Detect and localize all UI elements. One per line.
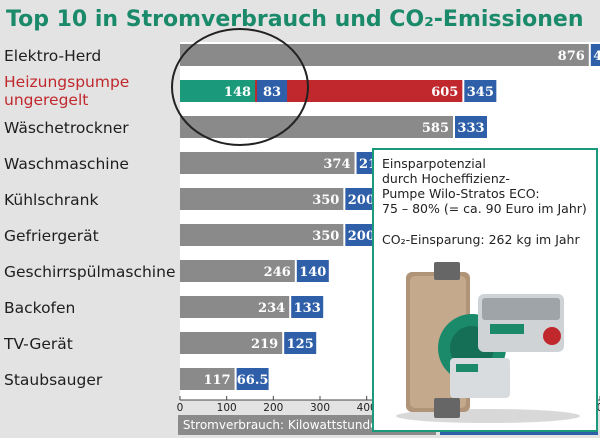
category-label: Kühlschrank [4, 191, 98, 209]
category-label: TV-Gerät [3, 335, 73, 353]
savings-info-box: Einsparpotenzial durch Hocheffizienz- Pu… [372, 148, 598, 432]
co2-value-label: 200 [348, 229, 375, 244]
co2-value-label: 140 [299, 265, 326, 280]
co2-bar [345, 224, 378, 246]
efficient-pump-electricity-label: 148 [224, 85, 251, 100]
x-tick-label: 300 [310, 402, 330, 414]
co2-value-label: 499 [593, 49, 600, 64]
electricity-bar [180, 260, 295, 282]
highlight-circle [171, 28, 309, 146]
electricity-bar [180, 44, 589, 66]
category-label: Gefriergerät [4, 227, 99, 245]
electricity-value-label: 876 [558, 49, 585, 64]
category-label: Heizungspumpe [4, 73, 129, 91]
electricity-bar [180, 152, 355, 174]
electricity-value-label: 605 [431, 85, 458, 100]
co2-value-label: 333 [457, 121, 484, 136]
savings-title: Einsparpotenzial [382, 156, 486, 171]
electricity-bar [180, 224, 344, 246]
electricity-value-label: 234 [258, 301, 285, 316]
electricity-bar [180, 296, 290, 318]
electricity-bar [180, 332, 283, 354]
co2-value-label: 133 [294, 301, 321, 316]
x-tick-label: 200 [263, 402, 283, 414]
co2-bar [345, 188, 378, 210]
category-label: Backofen [4, 299, 75, 317]
co2-value-label: 66.5 [237, 373, 269, 388]
co2-value-label: 200 [348, 193, 375, 208]
electricity-bar [180, 188, 344, 210]
electricity-value-label: 350 [312, 229, 339, 244]
highlight-annotation: 148 83 [171, 28, 309, 146]
savings-line-2: durch Hocheffizienz- [382, 171, 510, 186]
electricity-value-label: 350 [312, 193, 339, 208]
x-tick-label: 100 [217, 402, 237, 414]
legend-electricity-swatch [178, 415, 436, 435]
savings-line-3: Pumpe Wilo-Stratos ECO: [382, 186, 540, 201]
electricity-value-label: 246 [264, 265, 291, 280]
co2-bar [590, 44, 600, 66]
co2-bar [291, 296, 324, 318]
category-label: Staubsauger [4, 371, 103, 389]
electricity-value-label: 219 [251, 337, 278, 352]
co2-bar [464, 80, 497, 102]
savings-text: Einsparpotenzial durch Hocheffizienz- Pu… [382, 156, 594, 216]
bars: 8764996053455853333742133502003502002461… [180, 44, 600, 390]
legend-electricity-label: Stromverbrauch: Kilowattstunden im Jahr [183, 418, 431, 432]
category-label: Wäschetrockner [4, 119, 129, 137]
efficient-pump-electricity-bar [180, 80, 256, 102]
co2-bar [455, 116, 487, 138]
co2-bar [284, 332, 317, 354]
efficient-pump-co2-bar [257, 80, 288, 102]
electricity-bar [180, 368, 235, 390]
pump-illustration [396, 262, 580, 423]
co2-value-label: 345 [467, 85, 494, 100]
electricity-value-label: 374 [323, 157, 350, 172]
electricity-bar [180, 116, 453, 138]
category-label: Elektro-Herd [4, 47, 101, 65]
electricity-value-label: 585 [422, 121, 449, 136]
x-tick-label: 0 [177, 402, 184, 414]
co2-value-label: 125 [287, 337, 314, 352]
savings-line-4: 75 – 80% (= ca. 90 Euro im Jahr) [382, 201, 587, 216]
category-label: ungeregelt [4, 91, 88, 109]
co2-bar [296, 260, 329, 282]
co2-saving-text: CO₂-Einsparung: 262 kg im Jahr [382, 232, 580, 247]
category-label: Geschirrspülmaschine [4, 263, 175, 281]
x-tick-label: 400 [357, 402, 377, 414]
category-label: Waschmaschine [4, 155, 129, 173]
electricity-value-label: 117 [203, 373, 230, 388]
chart-title: Top 10 in Stromverbrauch und CO₂-Emissio… [6, 7, 584, 32]
co2-bar [236, 368, 269, 390]
efficient-pump-co2-label: 83 [263, 85, 281, 100]
